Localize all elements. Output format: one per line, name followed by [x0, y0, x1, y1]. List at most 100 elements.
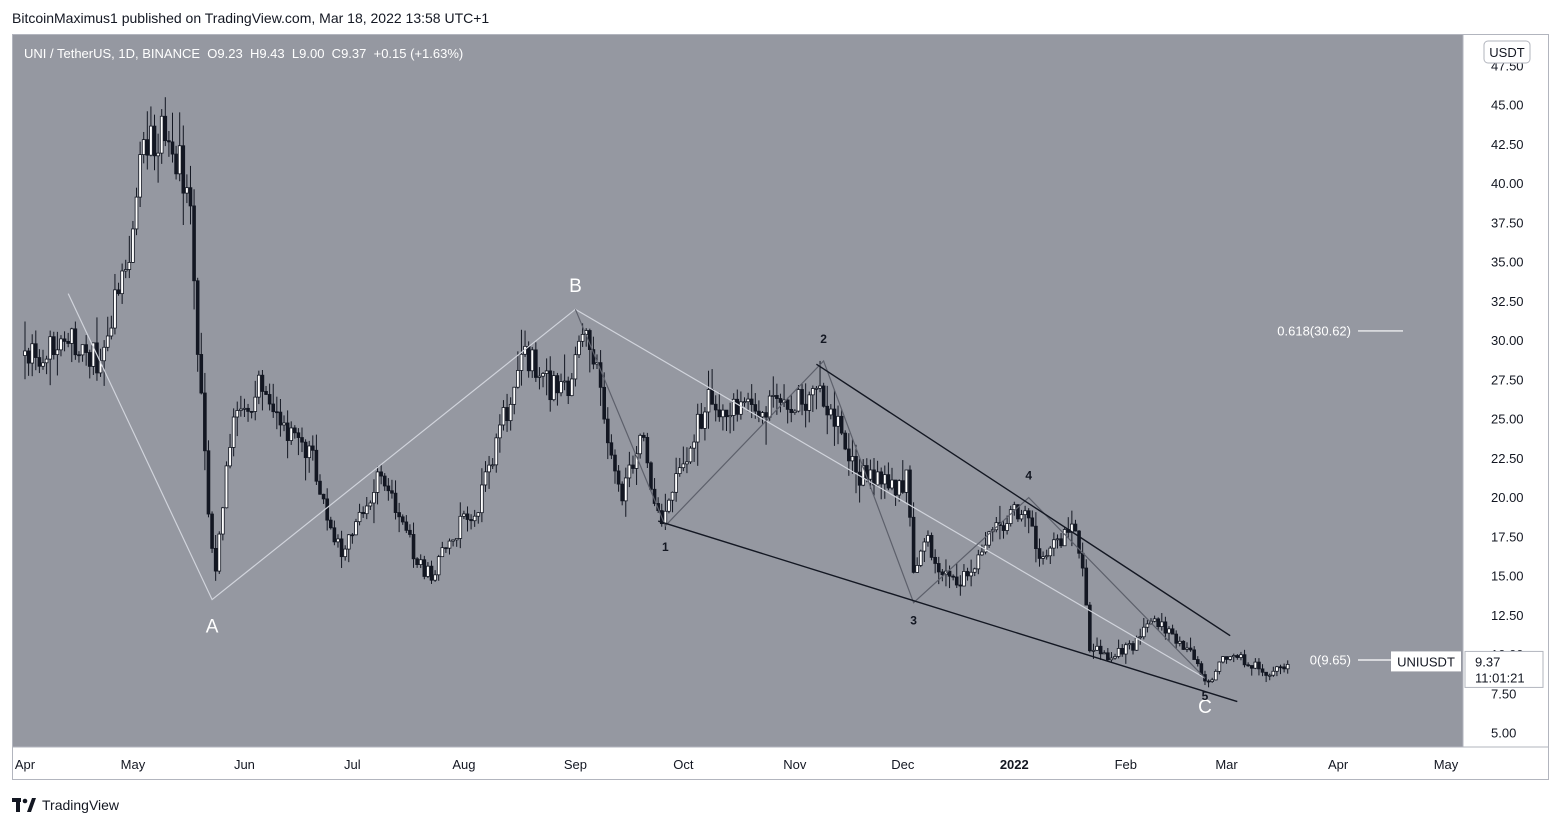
candle-body	[688, 447, 693, 463]
candle-body	[753, 404, 758, 412]
candle-body	[530, 349, 535, 372]
candle-body	[566, 380, 571, 397]
candle-body	[868, 469, 873, 480]
candle-body	[627, 464, 632, 479]
x-tick-label: Jun	[234, 757, 255, 772]
candle-body	[505, 407, 509, 422]
candle-body	[811, 388, 815, 396]
symbol-tag	[1391, 651, 1461, 672]
candle-body	[447, 540, 452, 549]
candle-body	[526, 345, 531, 372]
candle-body	[458, 515, 463, 539]
candle-body	[167, 140, 171, 143]
wedge-lower-trendline[interactable]	[657, 520, 1238, 703]
chart-frame[interactable]: 5.007.5010.0012.5015.0017.5020.0022.5025…	[12, 34, 1549, 780]
candle-body	[1188, 647, 1193, 651]
plot-area[interactable]	[13, 35, 1463, 747]
x-tick-label: May	[1434, 757, 1459, 772]
candle-body	[289, 427, 294, 441]
candle-body	[382, 475, 387, 487]
candle-body	[713, 403, 718, 411]
wave-label-1[interactable]: 1	[662, 540, 669, 554]
candle-body	[275, 411, 279, 414]
symbol-tag-label: UNIUSDT	[1397, 654, 1455, 669]
price-chart[interactable]: 5.007.5010.0012.5015.0017.5020.0022.5025…	[13, 35, 1548, 779]
candle-body	[1275, 666, 1279, 672]
candle-body	[605, 418, 610, 444]
candle-body	[91, 342, 96, 367]
wedge-upper-trendline[interactable]	[816, 363, 1231, 637]
wave-label-3[interactable]: 3	[910, 614, 917, 628]
candle-body	[77, 354, 81, 357]
candle-body	[1249, 665, 1254, 669]
candle-body	[1102, 652, 1107, 655]
wave-label-4[interactable]: 4	[1025, 469, 1032, 483]
wave-label-b[interactable]: B	[569, 276, 582, 297]
candle-body	[206, 450, 211, 515]
candle-body	[516, 370, 520, 388]
candle-body	[433, 574, 437, 581]
x-tick-label: Nov	[783, 757, 807, 772]
price-axis[interactable]	[1463, 35, 1548, 747]
candle-body	[721, 409, 725, 418]
wave-label-c[interactable]: C	[1198, 697, 1212, 718]
platform-link[interactable]: TradingView.com	[204, 10, 312, 26]
legend-symbol[interactable]: UNI / TetherUS, 1D, BINANCE	[24, 46, 201, 61]
candle-body	[300, 437, 304, 443]
candle-body	[1185, 647, 1189, 650]
candle-body	[580, 334, 585, 342]
candle-body	[123, 269, 128, 272]
candle-body	[170, 141, 175, 155]
footer-logo[interactable]: TradingView	[12, 795, 119, 815]
candle-body	[325, 498, 329, 521]
y-tick-label: 17.50	[1491, 529, 1524, 544]
x-tick-label: Apr	[1328, 757, 1349, 772]
candle-body	[400, 516, 405, 523]
candle-body	[857, 471, 862, 486]
candle-body	[436, 556, 441, 576]
candle-body	[1195, 659, 1200, 665]
candle-body	[1005, 523, 1009, 531]
candle-body	[577, 340, 581, 356]
candle-body	[918, 550, 923, 566]
candle-body	[940, 571, 945, 576]
candle-body	[44, 358, 49, 364]
candle-body	[66, 340, 70, 344]
candle-body	[555, 375, 560, 394]
currency-badge[interactable]	[1483, 40, 1531, 64]
candle-body	[303, 441, 308, 459]
candle-body	[30, 343, 34, 364]
candle-body	[807, 394, 812, 411]
candle-body	[415, 558, 419, 565]
candle-body	[613, 454, 617, 472]
publisher-name[interactable]: BitcoinMaximus1	[12, 10, 118, 26]
candle-body	[174, 153, 178, 175]
wave-count-line[interactable]	[574, 309, 1206, 679]
candle-body	[1131, 643, 1135, 651]
candle-body	[149, 125, 153, 156]
candle-body	[519, 353, 524, 371]
candle-body	[257, 374, 261, 398]
candle-body	[1008, 509, 1013, 524]
candle-body	[332, 527, 337, 543]
candle-body	[764, 412, 768, 418]
time-axis[interactable]	[13, 747, 1548, 779]
candle-body	[480, 484, 484, 514]
candle-body	[1098, 645, 1103, 655]
wave-label-5[interactable]: 5	[1202, 689, 1209, 703]
candle-body	[397, 512, 401, 518]
candle-body	[861, 465, 866, 486]
candle-body	[915, 565, 919, 573]
candle-body	[537, 375, 542, 378]
candle-body	[444, 547, 448, 550]
abc-correction-line[interactable]	[67, 293, 1206, 679]
candle-body	[559, 381, 563, 394]
candle-body	[552, 375, 556, 401]
candle-body	[361, 511, 365, 515]
wave-label-a[interactable]: A	[206, 617, 219, 638]
y-tick-label: 45.00	[1491, 98, 1524, 113]
candle-body	[364, 505, 369, 515]
candle-body	[731, 398, 736, 416]
wave-label-2[interactable]: 2	[820, 332, 827, 346]
candle-body	[469, 519, 473, 522]
